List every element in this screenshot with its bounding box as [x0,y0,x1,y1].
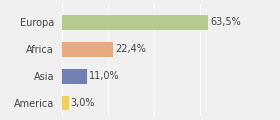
Text: 3,0%: 3,0% [70,98,95,108]
Text: 22,4%: 22,4% [115,44,146,54]
Bar [62,15,208,30]
Bar [62,42,113,57]
Bar [62,69,87,84]
Text: 63,5%: 63,5% [210,17,241,27]
Bar [62,96,69,110]
Text: 11,0%: 11,0% [89,71,120,81]
